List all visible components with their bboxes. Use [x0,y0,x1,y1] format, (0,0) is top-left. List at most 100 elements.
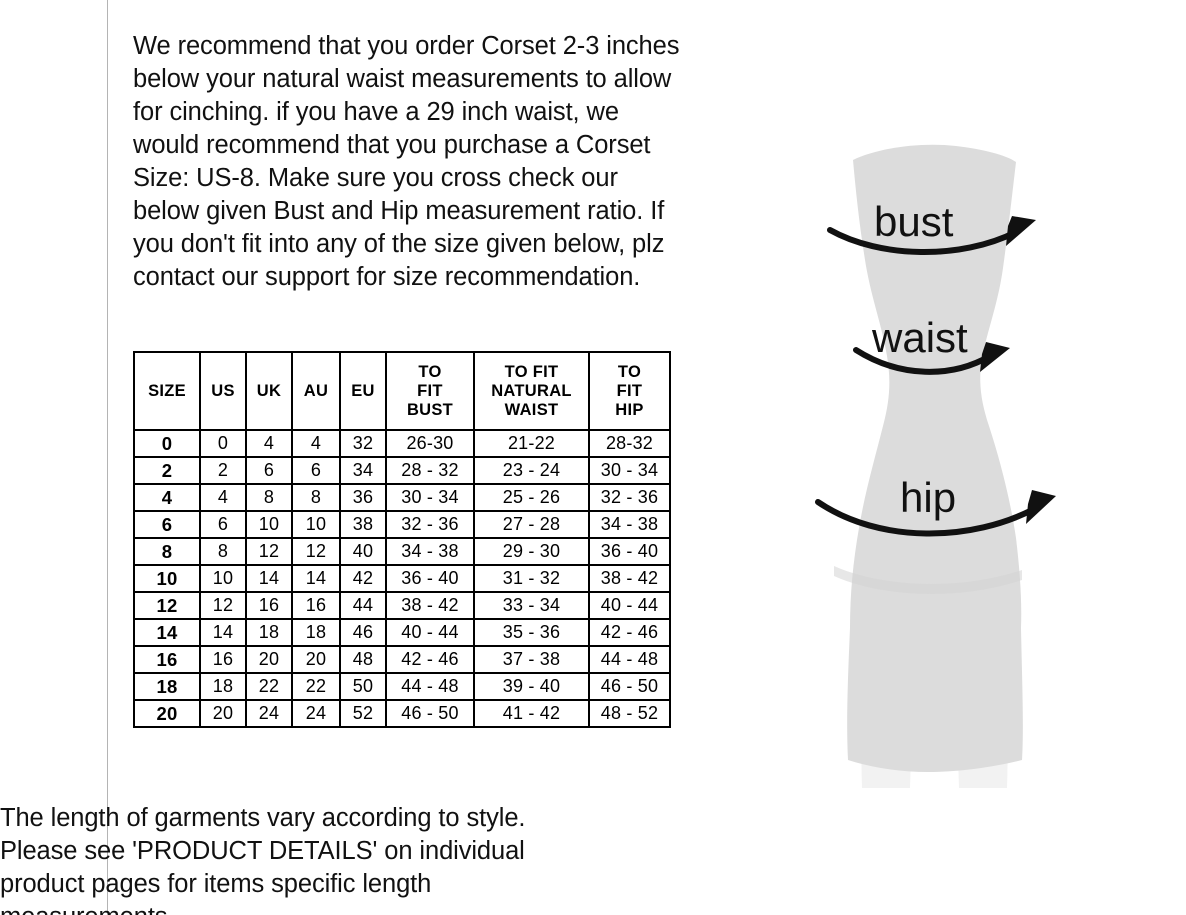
table-cell: 24 [291,699,341,728]
table-cell: 10 [245,510,293,539]
table-cell: 33 - 34 [473,591,590,620]
header-line: FIT [616,381,643,400]
table-cell: 52 [339,699,387,728]
table-cell: 14 [291,564,341,593]
table-cell: 48 - 52 [588,699,671,728]
waist-arrow-head [980,342,1010,372]
bust-label: bust [874,198,954,245]
table-cell: 8 [199,537,247,566]
size-cell: 6 [133,510,201,539]
table-cell: 41 - 42 [473,699,590,728]
header-line: TO FIT [504,362,559,381]
size-cell: 8 [133,537,201,566]
table-row: 10 10 14 14 42 36 - 40 31 - 32 38 - 42 [133,564,671,593]
table-cell: 35 - 36 [473,618,590,647]
table-cell: 4 [245,429,293,458]
table-cell: 40 - 44 [588,591,671,620]
table-cell: 32 [339,429,387,458]
table-cell: 36 - 40 [588,537,671,566]
table-cell: 6 [199,510,247,539]
table-cell: 38 [339,510,387,539]
table-cell: 40 - 44 [385,618,475,647]
table-cell: 6 [245,456,293,485]
table-row: 6 6 10 10 38 32 - 36 27 - 28 34 - 38 [133,510,671,539]
table-cell: 10 [291,510,341,539]
table-row: 2 2 6 6 34 28 - 32 23 - 24 30 - 34 [133,456,671,485]
table-cell: 36 [339,483,387,512]
size-cell: 12 [133,591,201,620]
left-vertical-rule [107,0,108,915]
table-header-cell-0: SIZE [133,351,201,431]
table-cell: 16 [291,591,341,620]
table-cell: 20 [199,699,247,728]
waist-measurement: waist [853,314,1010,375]
table-cell: 22 [245,672,293,701]
bust-arrow-head [1006,216,1036,246]
table-cell: 36 - 40 [385,564,475,593]
header-line: FIT [417,381,443,400]
table-cell: 12 [291,537,341,566]
header-line: TO [418,362,442,381]
header-line: WAIST [504,400,559,419]
hip-arrow-curve [815,499,1039,537]
table-cell: 12 [199,591,247,620]
header-line: SIZE [148,381,186,400]
table-cell: 38 - 42 [385,591,475,620]
table-row: 12 12 16 16 44 38 - 42 33 - 34 40 - 44 [133,591,671,620]
header-line: NATURAL [491,381,572,400]
table-cell: 20 [291,645,341,674]
size-cell: 2 [133,456,201,485]
table-cell: 23 - 24 [473,456,590,485]
table-cell: 27 - 28 [473,510,590,539]
table-cell: 42 [339,564,387,593]
bust-arrow-curve [827,227,1019,256]
table-cell: 4 [199,483,247,512]
size-cell: 10 [133,564,201,593]
size-cell: 4 [133,483,201,512]
table-cell: 10 [199,564,247,593]
size-table-container: SIZE US UK AU EU TO FIT BUST TO FIT NATURAL WAIST T… [133,351,671,728]
table-cell: 16 [199,645,247,674]
waist-arrow-curve [853,347,993,375]
table-cell: 46 [339,618,387,647]
table-cell: 44 - 48 [385,672,475,701]
table-cell: 46 - 50 [588,672,671,701]
table-header-cell-7: TO FIT HIP [588,351,671,431]
table-cell: 20 [245,645,293,674]
table-cell: 50 [339,672,387,701]
header-line: BUST [406,400,454,419]
table-cell: 48 [339,645,387,674]
table-header-cell-5: TO FIT BUST [385,351,475,431]
table-cell: 21-22 [473,429,590,458]
header-line: AU [303,381,329,400]
table-cell: 8 [245,483,293,512]
table-cell: 34 - 38 [588,510,671,539]
table-cell: 18 [245,618,293,647]
table-cell: 18 [291,618,341,647]
table-cell: 24 [245,699,293,728]
hip-label: hip [900,474,956,521]
table-cell: 0 [199,429,247,458]
header-line: US [211,381,235,400]
size-cell: 20 [133,699,201,728]
table-cell: 22 [291,672,341,701]
table-header-cell-3: AU [291,351,341,431]
size-table: SIZE US UK AU EU TO FIT BUST TO FIT NATURAL WAIST T… [133,351,671,728]
table-cell: 28 - 32 [385,456,475,485]
table-header-cell-6: TO FIT NATURAL WAIST [473,351,590,431]
table-cell: 26-30 [385,429,475,458]
size-cell: 0 [133,429,201,458]
table-row: 18 18 22 22 50 44 - 48 39 - 40 46 - 50 [133,672,671,701]
dress-silhouette [847,144,1023,772]
hip-seam-shade [834,566,1022,594]
header-line: UK [256,381,282,400]
table-cell: 29 - 30 [473,537,590,566]
header-line: HIP [615,400,644,419]
table-cell: 37 - 38 [473,645,590,674]
table-cell: 46 - 50 [385,699,475,728]
size-cell: 16 [133,645,201,674]
size-table-head: SIZE US UK AU EU TO FIT BUST TO FIT NATURAL WAIST T… [133,351,671,431]
header-line: EU [351,381,375,400]
table-row: 20 20 24 24 52 46 - 50 41 - 42 48 - 52 [133,699,671,728]
